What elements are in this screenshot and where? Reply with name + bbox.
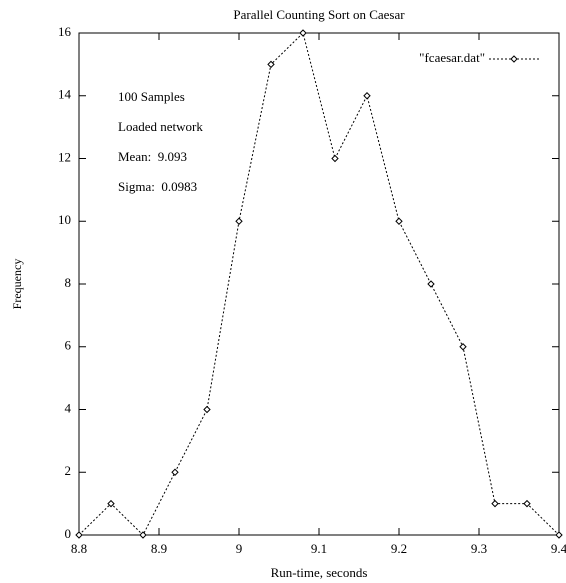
data-point <box>75 531 83 539</box>
data-point <box>107 499 115 508</box>
y-tick-label: 6 <box>65 338 72 353</box>
y-tick-label: 8 <box>65 275 72 290</box>
x-tick-label: 9.4 <box>551 541 566 556</box>
data-point <box>555 531 563 539</box>
x-axis-label: Run-time, seconds <box>271 565 368 580</box>
x-tick-label: 9 <box>236 541 243 556</box>
x-tick-label: 8.8 <box>71 541 87 556</box>
annotation: Sigma: 0.0983 <box>118 179 197 194</box>
chart-title: Parallel Counting Sort on Caesar <box>233 7 405 22</box>
annotation: Mean: 9.093 <box>118 149 187 164</box>
legend-marker <box>510 55 518 63</box>
y-axis-label: Frequency <box>10 259 24 310</box>
data-point <box>363 92 371 100</box>
x-tick-label: 9.1 <box>311 541 327 556</box>
data-point <box>395 217 403 225</box>
y-tick-label: 2 <box>65 463 72 478</box>
data-point <box>523 499 531 508</box>
annotation: 100 Samples <box>118 89 185 104</box>
y-tick-label: 10 <box>58 212 71 227</box>
annotation: Loaded network <box>118 119 203 134</box>
data-point <box>267 60 275 69</box>
plot-frame <box>78 32 560 536</box>
y-tick-label: 4 <box>65 400 72 415</box>
data-point <box>203 405 211 414</box>
data-line <box>78 32 560 536</box>
x-tick-label: 9.2 <box>391 541 407 556</box>
data-point <box>235 217 243 225</box>
data-point <box>427 280 435 288</box>
x-tick-label: 9.3 <box>471 541 487 556</box>
y-tick-label: 0 <box>65 526 72 541</box>
data-point <box>491 499 499 508</box>
y-tick-label: 14 <box>58 87 72 102</box>
y-tick-label: 16 <box>58 24 72 39</box>
data-point <box>459 343 467 351</box>
data-point <box>171 468 179 476</box>
y-tick-label: 12 <box>58 149 71 164</box>
data-point <box>331 154 339 163</box>
legend-label: "fcaesar.dat" <box>419 50 485 65</box>
data-point <box>299 29 307 37</box>
data-point <box>139 531 147 539</box>
x-tick-label: 8.9 <box>151 541 167 556</box>
